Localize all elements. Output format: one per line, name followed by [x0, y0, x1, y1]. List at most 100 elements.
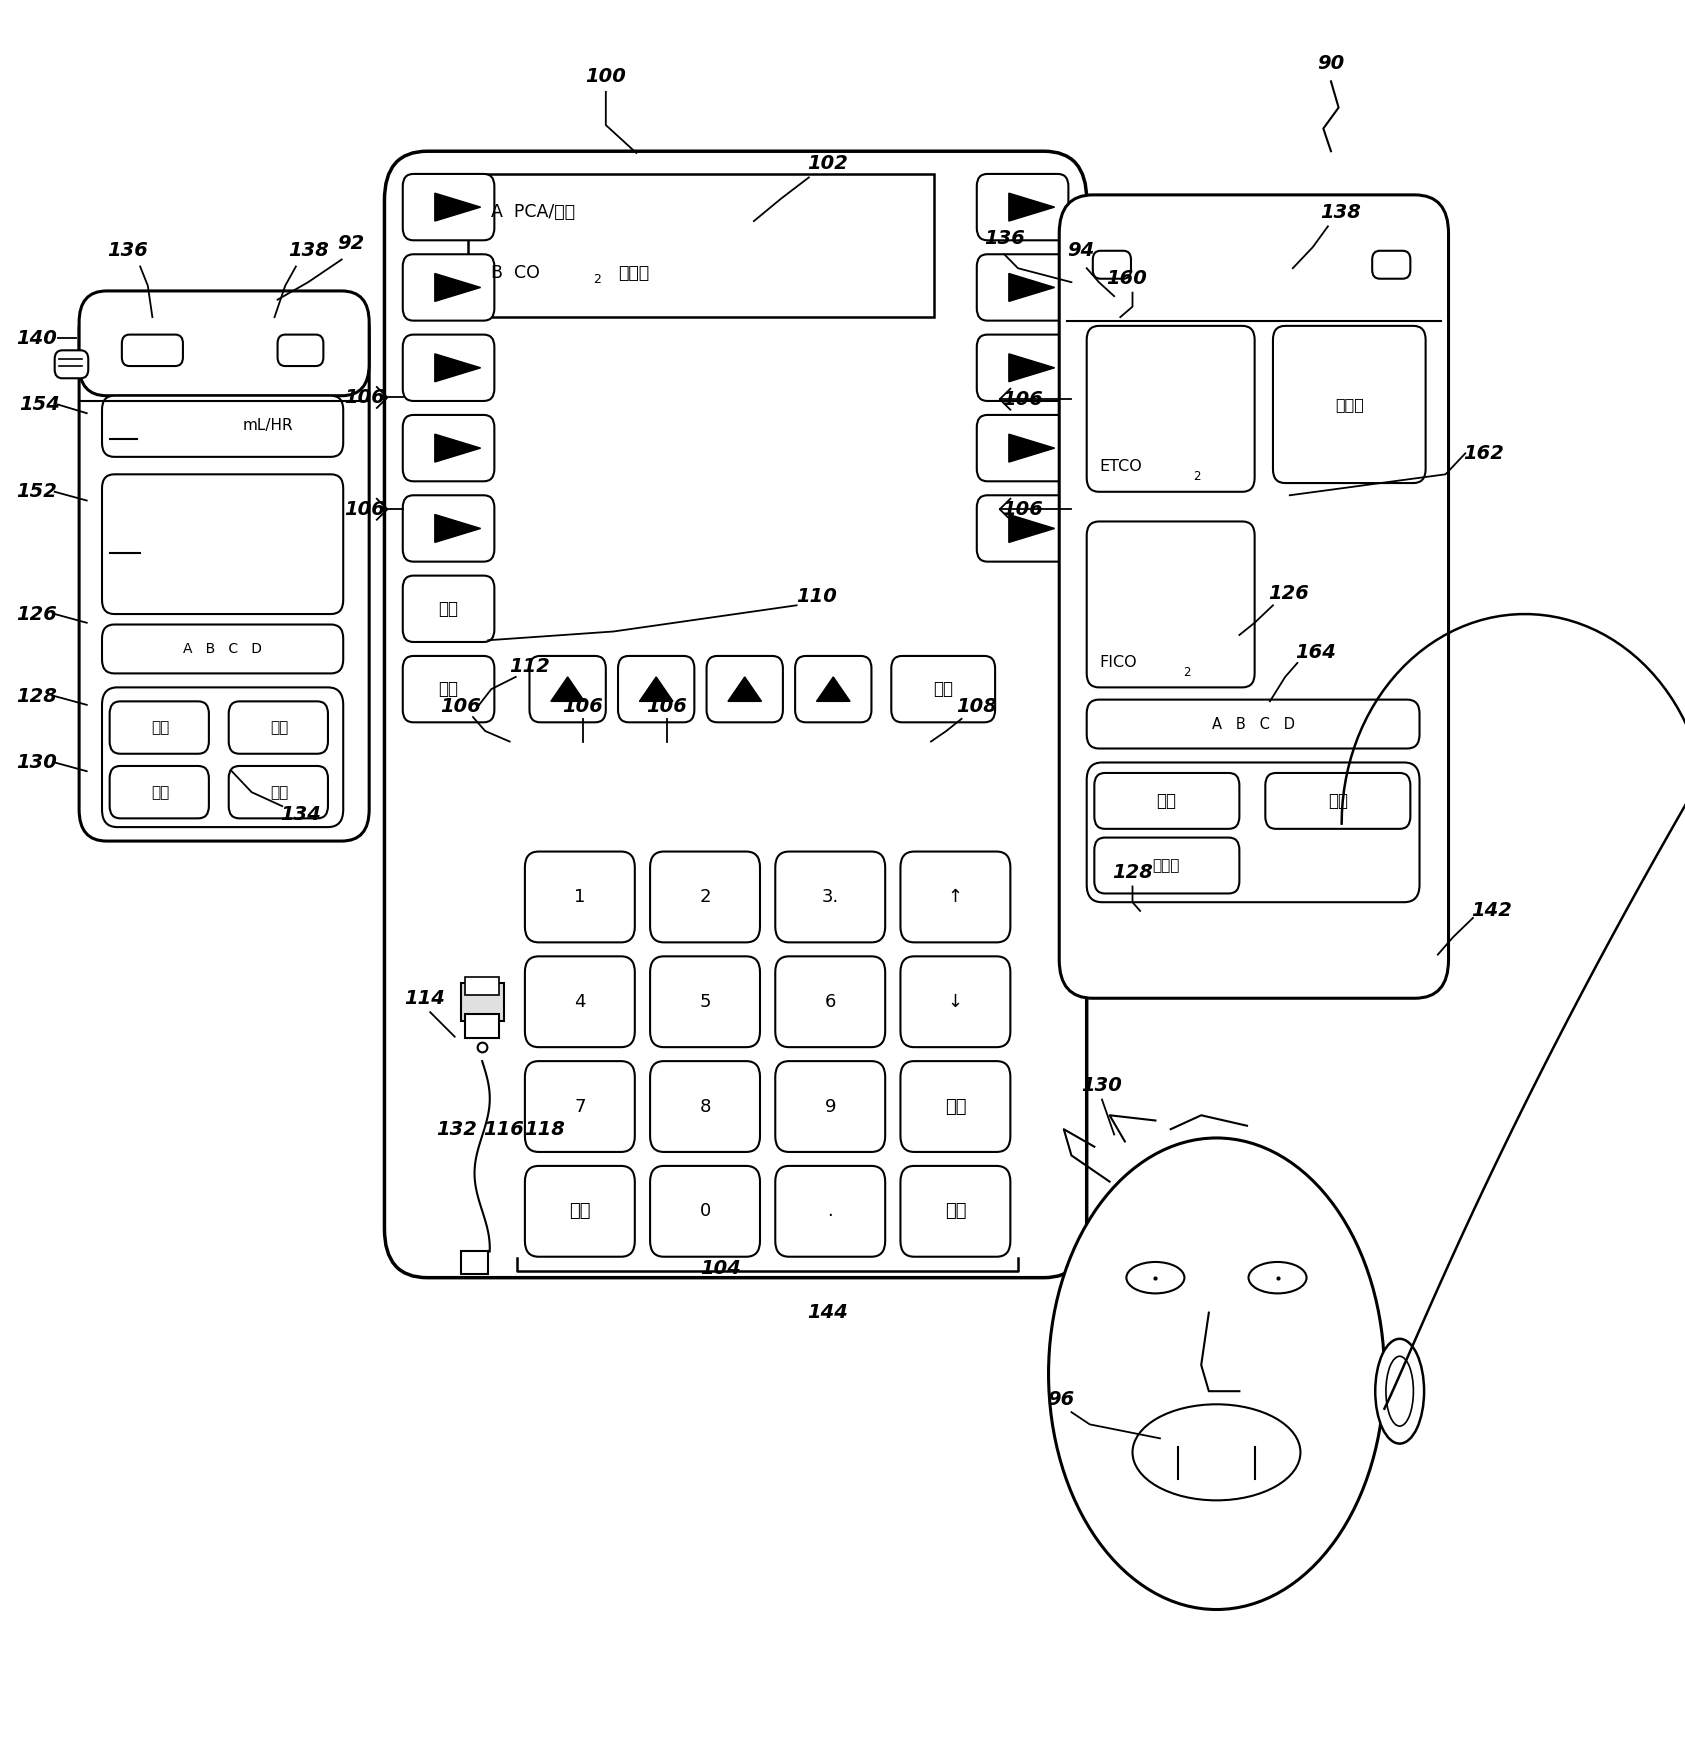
Text: 输入: 输入 [945, 1097, 966, 1116]
FancyBboxPatch shape [526, 957, 635, 1048]
FancyBboxPatch shape [618, 655, 694, 722]
Text: 160: 160 [1105, 270, 1147, 289]
Text: A   B   C   D: A B C D [1212, 717, 1294, 732]
FancyBboxPatch shape [79, 291, 369, 396]
Polygon shape [1009, 273, 1055, 301]
Ellipse shape [1132, 1405, 1301, 1500]
Text: 7: 7 [575, 1097, 586, 1116]
Polygon shape [435, 193, 480, 221]
FancyBboxPatch shape [977, 415, 1068, 482]
FancyBboxPatch shape [110, 701, 209, 753]
FancyBboxPatch shape [103, 687, 344, 827]
Ellipse shape [1126, 1261, 1185, 1293]
FancyBboxPatch shape [1272, 326, 1426, 484]
Polygon shape [1009, 193, 1055, 221]
Text: 130: 130 [1082, 1076, 1122, 1095]
FancyBboxPatch shape [775, 1165, 885, 1256]
FancyBboxPatch shape [1094, 251, 1131, 279]
Text: 112: 112 [509, 657, 549, 676]
FancyBboxPatch shape [1265, 773, 1410, 829]
FancyBboxPatch shape [403, 173, 494, 240]
FancyBboxPatch shape [650, 1062, 760, 1151]
Text: 126: 126 [15, 604, 57, 624]
Polygon shape [817, 676, 849, 701]
Text: 106: 106 [647, 697, 687, 717]
FancyBboxPatch shape [526, 1062, 635, 1151]
Polygon shape [639, 676, 672, 701]
FancyBboxPatch shape [384, 151, 1087, 1277]
FancyBboxPatch shape [1060, 194, 1449, 999]
FancyBboxPatch shape [110, 766, 209, 818]
Text: 128: 128 [15, 687, 57, 706]
Bar [460, 1251, 489, 1274]
Text: 2: 2 [593, 273, 602, 286]
Text: A   B   C   D: A B C D [184, 641, 263, 655]
FancyBboxPatch shape [229, 766, 329, 818]
Polygon shape [435, 273, 480, 301]
FancyBboxPatch shape [900, 957, 1011, 1048]
Text: 2: 2 [1183, 666, 1190, 678]
FancyBboxPatch shape [403, 496, 494, 562]
Text: 136: 136 [984, 230, 1024, 249]
FancyBboxPatch shape [103, 475, 344, 613]
FancyBboxPatch shape [229, 701, 329, 753]
FancyBboxPatch shape [121, 335, 184, 366]
Text: 0: 0 [699, 1202, 711, 1221]
Text: 3.: 3. [822, 888, 839, 906]
Polygon shape [1009, 354, 1055, 382]
FancyBboxPatch shape [891, 655, 996, 722]
FancyBboxPatch shape [977, 254, 1068, 321]
Text: 136: 136 [108, 242, 148, 261]
Text: 106: 106 [440, 697, 482, 717]
Text: 2: 2 [699, 888, 711, 906]
FancyBboxPatch shape [900, 1165, 1011, 1256]
FancyBboxPatch shape [529, 655, 607, 722]
FancyBboxPatch shape [977, 496, 1068, 562]
FancyBboxPatch shape [103, 396, 344, 457]
Text: 选项: 选项 [438, 680, 458, 697]
Text: 154: 154 [19, 394, 61, 413]
FancyBboxPatch shape [1372, 251, 1410, 279]
FancyBboxPatch shape [403, 254, 494, 321]
Text: ↑: ↑ [949, 888, 962, 906]
Text: B  CO: B CO [492, 265, 541, 282]
Text: 134: 134 [280, 806, 320, 825]
Text: 选择: 选择 [152, 720, 169, 736]
Polygon shape [1009, 515, 1055, 543]
FancyBboxPatch shape [1087, 326, 1255, 492]
Text: 96: 96 [1046, 1391, 1075, 1409]
Text: 取消: 取消 [945, 1202, 966, 1221]
FancyBboxPatch shape [403, 576, 494, 641]
Text: 暂停: 暂停 [152, 785, 169, 799]
Text: ↓: ↓ [949, 993, 962, 1011]
Text: 152: 152 [15, 482, 57, 501]
Text: 138: 138 [288, 242, 329, 261]
Text: 116: 116 [484, 1120, 524, 1139]
Text: 128: 128 [1112, 864, 1153, 881]
Text: 呼吸率: 呼吸率 [1335, 398, 1363, 412]
Text: 164: 164 [1296, 643, 1336, 662]
Text: 1: 1 [575, 888, 586, 906]
Ellipse shape [1387, 1356, 1414, 1426]
Ellipse shape [1048, 1139, 1385, 1610]
Text: 100: 100 [585, 67, 627, 86]
Ellipse shape [1249, 1261, 1306, 1293]
Polygon shape [551, 676, 585, 701]
Text: A  PCA/持续: A PCA/持续 [492, 203, 575, 221]
Text: 电源: 电源 [933, 680, 954, 697]
FancyBboxPatch shape [1094, 773, 1240, 829]
FancyBboxPatch shape [1094, 837, 1240, 894]
Text: 106: 106 [344, 387, 386, 406]
Text: 关闭: 关闭 [1328, 792, 1348, 809]
FancyBboxPatch shape [706, 655, 784, 722]
Text: 90: 90 [1318, 54, 1345, 74]
FancyBboxPatch shape [775, 957, 885, 1048]
Text: 清除: 清除 [570, 1202, 591, 1221]
FancyBboxPatch shape [775, 1062, 885, 1151]
Text: 5: 5 [699, 993, 711, 1011]
Polygon shape [435, 354, 480, 382]
FancyBboxPatch shape [403, 655, 494, 722]
Text: 142: 142 [1471, 902, 1511, 920]
Text: 选择: 选择 [1156, 792, 1176, 809]
Polygon shape [1009, 434, 1055, 463]
